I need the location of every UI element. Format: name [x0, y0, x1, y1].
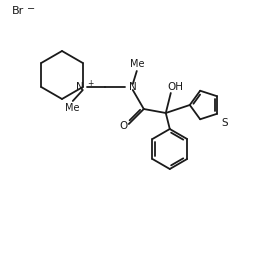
Text: S: S: [221, 118, 228, 128]
Text: Me: Me: [130, 59, 144, 69]
Text: N: N: [76, 82, 84, 92]
Text: O: O: [120, 121, 128, 131]
Text: +: +: [87, 79, 93, 88]
Text: −: −: [27, 4, 35, 14]
Text: Br: Br: [12, 6, 24, 16]
Text: OH: OH: [168, 82, 184, 92]
Text: Me: Me: [65, 103, 79, 113]
Text: N: N: [129, 82, 137, 92]
